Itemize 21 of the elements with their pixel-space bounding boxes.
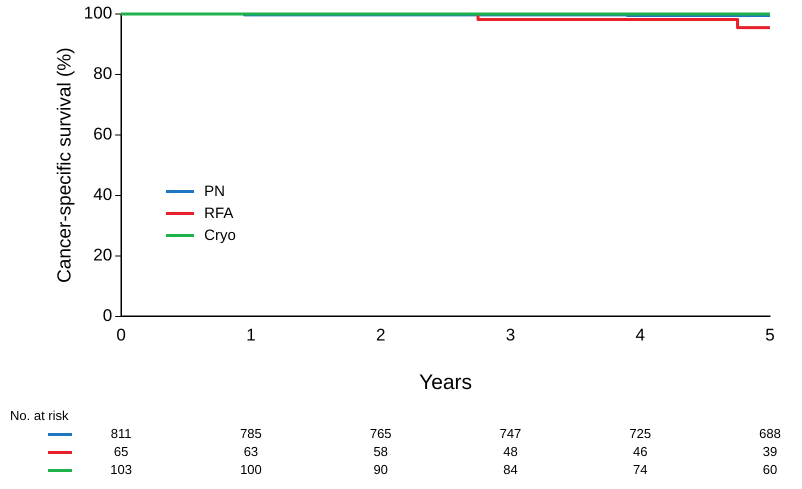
- text: 103 100 90 84 74 60: [110, 462, 778, 477]
- legend-label: PN: [204, 182, 225, 200]
- y-tick-label: 40: [93, 185, 112, 204]
- y-tick-label: 20: [93, 246, 112, 265]
- y-tick-label: 80: [93, 64, 112, 84]
- y-axis-title: Cancer-specific survival (%): [54, 47, 76, 283]
- text: 65 63 58 48 46 39: [114, 444, 778, 459]
- x-tick-label: 0: [116, 325, 126, 344]
- x-axis-title: Years: [419, 371, 472, 394]
- legend-label: RFA: [204, 204, 234, 222]
- text: No. at risk: [10, 408, 69, 423]
- x-tick-label: 4: [636, 325, 645, 344]
- x-tick-label: 3: [506, 325, 516, 344]
- x-tick-label: 2: [376, 325, 386, 344]
- x-tick-label: 1: [246, 325, 256, 344]
- legend-label: Cryo: [204, 226, 236, 244]
- y-tick-label: 60: [93, 124, 112, 144]
- y-tick-label: 0: [102, 306, 112, 326]
- y-tick-label: 100: [84, 4, 112, 23]
- text: 811 785 765 747 725 688: [110, 426, 781, 441]
- x-tick-label: 5: [765, 325, 775, 344]
